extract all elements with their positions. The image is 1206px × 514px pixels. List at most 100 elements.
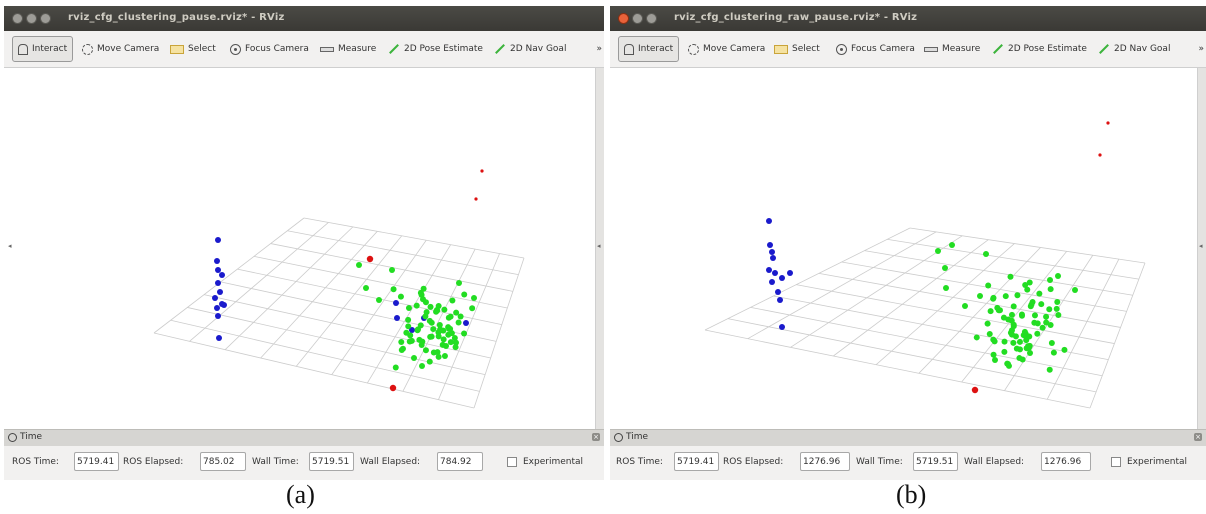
toolbar-overflow-icon[interactable]: »: [596, 44, 602, 54]
green-cluster-point: [452, 339, 459, 346]
green-cluster-point: [1055, 273, 1061, 279]
close-window-button[interactable]: [618, 13, 629, 24]
green-cluster-point: [1023, 337, 1030, 344]
green-cluster-point: [983, 251, 989, 257]
close-panel-icon[interactable]: ×: [1194, 433, 1202, 441]
measure-tool-button[interactable]: Measure: [924, 41, 980, 57]
blue-cluster-point: [769, 279, 775, 285]
toolbar-overflow-icon[interactable]: »: [1198, 44, 1204, 54]
time-panel-header: Time ×: [4, 429, 604, 447]
nav-goal-tool-button[interactable]: 2D Nav Goal: [1098, 41, 1170, 57]
wall-elapsed-field[interactable]: 784.92: [437, 452, 483, 471]
minimize-window-button[interactable]: [26, 13, 37, 24]
green-cluster-point: [426, 358, 433, 365]
green-cluster-point: [992, 357, 998, 363]
focus-camera-tool-button[interactable]: Focus Camera: [836, 41, 915, 57]
right-panel-collapse-handle[interactable]: ◂: [595, 68, 604, 429]
right-panel-collapse-handle[interactable]: ◂: [1197, 68, 1206, 429]
3d-viewport[interactable]: [4, 68, 595, 429]
close-panel-icon[interactable]: ×: [592, 433, 600, 441]
wall-elapsed-label: Wall Elapsed:: [964, 457, 1025, 467]
green-cluster-point: [1031, 319, 1038, 326]
focus-camera-icon: [230, 43, 241, 55]
figure-label-a: (a): [286, 480, 315, 509]
tool-bar: Interact Move Camera Select Focus Camera…: [610, 31, 1206, 68]
green-cluster-point: [1061, 346, 1068, 353]
grid-line: [187, 307, 486, 376]
green-cluster-point: [1001, 338, 1008, 345]
wall-time-field[interactable]: 5719.51: [309, 452, 354, 471]
green-cluster-point: [1008, 311, 1015, 318]
pose-estimate-tool-button[interactable]: 2D Pose Estimate: [388, 41, 483, 57]
ros-time-label: ROS Time:: [12, 457, 59, 467]
point-cloud-render: [153, 169, 525, 409]
experimental-label: Experimental: [523, 457, 584, 467]
move-camera-tool-button[interactable]: Move Camera: [688, 41, 765, 57]
green-cluster-point: [407, 332, 414, 339]
select-tool-button[interactable]: Select: [170, 41, 216, 57]
pose-estimate-tool-button[interactable]: 2D Pose Estimate: [992, 41, 1087, 57]
clock-icon: [614, 433, 623, 442]
point-cloud-render: [704, 121, 1146, 409]
nav-goal-tool-button[interactable]: 2D Nav Goal: [494, 41, 566, 57]
focus-camera-tool-button[interactable]: Focus Camera: [230, 41, 309, 57]
ros-time-field[interactable]: 5719.41: [74, 452, 119, 471]
blue-cluster-point: [394, 315, 400, 321]
3d-viewport[interactable]: [610, 68, 1197, 429]
green-cluster-point: [422, 347, 429, 354]
green-cluster-point: [405, 323, 412, 330]
green-cluster-point: [1029, 299, 1036, 306]
green-cluster-point: [1025, 343, 1032, 350]
red-outlier-point: [1098, 153, 1102, 157]
green-cluster-point: [456, 280, 462, 286]
cluster-points: [212, 169, 484, 392]
green-cluster-point: [1046, 306, 1053, 313]
green-cluster-point: [447, 339, 454, 346]
grid-line: [750, 306, 1103, 377]
green-cluster-point: [1010, 303, 1017, 310]
green-cluster-point: [469, 305, 476, 312]
green-cluster-point: [436, 322, 443, 329]
focus-camera-icon: [836, 43, 847, 55]
green-cluster-point: [441, 353, 448, 360]
maximize-window-button[interactable]: [40, 13, 51, 24]
green-cluster-point: [1001, 348, 1008, 355]
wall-elapsed-field[interactable]: 1276.96: [1041, 452, 1091, 471]
blue-cluster-point: [219, 272, 225, 278]
green-cluster-point: [405, 304, 412, 311]
close-window-button[interactable]: [12, 13, 23, 24]
left-panel-expand-arrow-icon[interactable]: ◂: [8, 242, 12, 250]
ros-elapsed-field[interactable]: 1276.96: [800, 452, 850, 471]
blue-cluster-point: [214, 258, 220, 264]
minimize-window-button[interactable]: [632, 13, 643, 24]
blue-cluster-point: [212, 295, 218, 301]
green-cluster-point: [426, 317, 433, 324]
interact-tool-button[interactable]: Interact: [618, 36, 680, 62]
green-cluster-point: [1043, 313, 1050, 320]
blue-cluster-point: [766, 267, 772, 273]
green-cluster-point: [977, 293, 983, 299]
grid-line: [704, 329, 1091, 409]
interact-tool-button[interactable]: Interact: [12, 36, 74, 62]
experimental-checkbox[interactable]: [1111, 457, 1121, 467]
grid-line: [887, 238, 1139, 280]
grid-line: [153, 217, 305, 334]
move-camera-label: Move Camera: [703, 44, 766, 54]
maximize-window-button[interactable]: [646, 13, 657, 24]
green-cluster-point: [1013, 345, 1020, 352]
experimental-checkbox[interactable]: [507, 457, 517, 467]
green-cluster-point: [390, 286, 397, 293]
ros-time-field[interactable]: 5719.41: [674, 452, 719, 471]
experimental-label: Experimental: [1127, 457, 1188, 467]
rviz-window-a: rviz_cfg_clustering_pause.rviz* - RViz I…: [4, 6, 604, 480]
ros-elapsed-field[interactable]: 785.02: [200, 452, 246, 471]
select-tool-button[interactable]: Select: [774, 41, 820, 57]
green-cluster-point: [408, 337, 415, 344]
blue-cluster-point: [221, 302, 227, 308]
select-icon: [170, 44, 184, 54]
green-cluster-point: [405, 316, 412, 323]
move-camera-tool-button[interactable]: Move Camera: [82, 41, 159, 57]
measure-tool-button[interactable]: Measure: [320, 41, 376, 57]
green-cluster-point: [443, 343, 449, 349]
wall-time-field[interactable]: 5719.51: [913, 452, 958, 471]
